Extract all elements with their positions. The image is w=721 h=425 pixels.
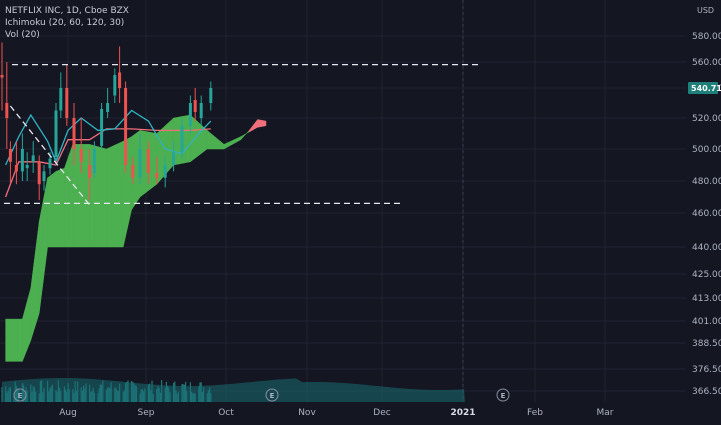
cloud-segment [22,287,32,362]
cloud-segment [30,221,40,341]
candle-body [106,103,110,112]
x-tick-label: Aug [59,408,77,418]
ichimoku-lines [4,109,212,198]
candle-body [42,171,46,181]
cloud-segment [89,144,107,248]
earnings-marker-icon [13,388,27,402]
candle-body [209,88,213,103]
candle-body [113,75,117,96]
candle-body [31,155,35,162]
earnings-marker-label: E [501,392,506,400]
x-tick-label: Nov [298,408,316,418]
candle-body [199,103,203,118]
currency-label: USD [697,6,714,15]
x-tick-label: Feb [527,408,543,418]
candle-body [0,75,4,78]
earnings-marker-label: E [270,392,275,400]
earnings-marker-icon [265,388,279,402]
candle-body [138,149,142,178]
cloud-segment [55,167,65,248]
symbol-title[interactable]: NETFLIX INC, 1D, Cboe BZX [5,6,129,16]
last-price-marker: 540.71 [688,82,721,94]
candle-body [92,149,96,173]
cloud-segment [5,318,23,362]
cloud-segment [248,118,258,133]
x-tick-label: Oct [218,408,234,418]
candle-body [72,118,76,149]
time-axis[interactable]: Aug Sep Oct Nov Dec 2021 Feb Mar [59,408,614,418]
y-tick-label: 440.00 [692,243,721,253]
y-tick-label: 580.00 [692,32,721,42]
cloud-segment [206,129,225,150]
candle-body [20,149,24,172]
cloud-segment [47,170,57,248]
candle-body [14,165,18,172]
x-tick-label: 2021 [450,408,475,418]
candle-body [100,109,104,146]
y-tick-label: 376.50 [692,365,721,375]
x-tick-label: Mar [597,408,614,418]
cloud-segment [257,119,267,128]
candle-body [180,125,184,153]
candle-body [54,110,58,157]
candle-body [88,165,92,178]
price-axis[interactable]: USD 580.00560.00540.00520.00500.00480.00… [692,6,721,397]
cloud-segment [223,136,242,150]
y-tick-label: 366.50 [692,387,721,397]
trendline [9,105,91,206]
ichimoku-indicator-label[interactable]: Ichimoku (20, 60, 120, 30) [5,18,125,28]
earnings-marker-label: E [18,392,23,400]
candle-body [8,149,12,162]
candle-body [193,100,197,112]
x-tick-label: Dec [373,408,390,418]
y-tick-label: 500.00 [692,145,721,155]
cloud-segment [240,129,250,141]
y-tick-label: 388.50 [692,339,721,349]
y-tick-label: 401.00 [692,317,721,327]
cloud-segment [190,114,208,163]
chart-legend: NETFLIX INC, 1D, Cboe BZX Ichimoku (20, … [5,5,129,41]
conversion-line [5,109,212,166]
candle-body [155,173,159,178]
volume-bars [1,378,465,402]
y-tick-label: 413.00 [692,294,721,304]
candle-body [25,165,29,169]
volume-ma-area [2,378,465,402]
drawings [4,63,482,206]
candle-body [188,103,192,126]
candle-body [146,149,150,173]
candle-body [5,103,9,118]
candle-body [124,88,128,165]
candle-body [37,161,41,185]
cloud-segment [106,140,124,248]
ichimoku-cloud [5,114,267,362]
earnings-marker-icon [496,388,510,402]
x-tick-label: Sep [138,408,155,418]
candle-body [118,72,122,88]
volume-indicator-label[interactable]: Vol (20) [5,30,40,40]
candle-body [65,88,69,118]
candle-body [172,152,176,165]
candle-body [131,165,135,178]
base-line [4,128,211,198]
candle-body [163,165,167,178]
y-tick-label: 425.00 [692,270,721,280]
y-tick-label: 560.00 [692,58,721,68]
y-tick-label: 520.00 [692,114,721,124]
candle-body [79,149,83,162]
cloud-segment [38,177,48,314]
candlesticks [0,42,213,201]
last-price-label: 540.71 [691,84,721,93]
candle-body [59,88,63,111]
y-tick-label: 480.00 [692,177,721,187]
candle-body [48,158,52,169]
y-tick-label: 460.00 [692,209,721,219]
cloud-segment [64,144,74,248]
